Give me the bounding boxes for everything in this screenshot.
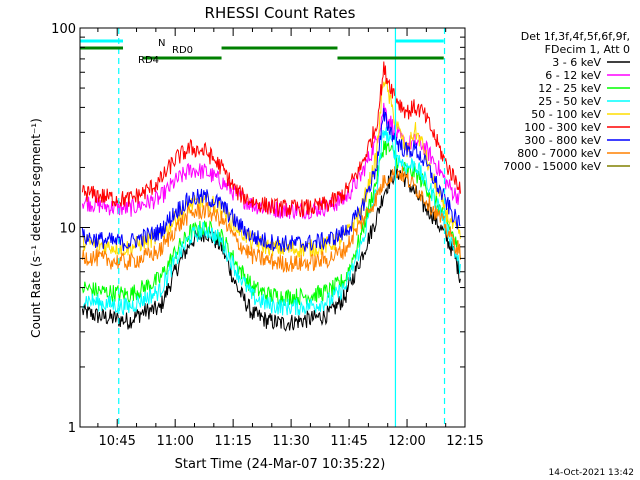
series-layer xyxy=(81,61,461,332)
x-tick-label: 12:00 xyxy=(388,434,425,449)
x-tick-label: 10:45 xyxy=(98,434,135,449)
y-tick-label: 100 xyxy=(51,22,76,37)
series-line xyxy=(81,108,461,253)
x-tick-label: 11:30 xyxy=(272,434,309,449)
legend-entry-label: 7000 - 15000 keV xyxy=(503,160,601,173)
legend-entry-label: 3 - 6 keV xyxy=(552,56,601,69)
plot-frame xyxy=(79,27,466,428)
legend-entry-label: 25 - 50 keV xyxy=(538,95,601,108)
overlay-layer: N RD0 RD4 xyxy=(80,28,446,427)
series-line xyxy=(81,166,461,274)
legend-header-line: Det 1f,3f,4f,5f,6f,9f, xyxy=(521,30,630,43)
legend-entry-label: 800 - 7000 keV xyxy=(517,147,601,160)
chart-title: RHESSI Count Rates xyxy=(205,4,356,22)
series-line xyxy=(81,140,461,306)
legend-entry-label: 100 - 300 keV xyxy=(524,121,601,134)
x-tick-label: 11:15 xyxy=(214,434,251,449)
legend-header-line: FDecim 1, Att 0 xyxy=(545,43,630,56)
axes: 10:45 11:00 11:15 11:30 11:45 12:00 12:15 1 10 10… xyxy=(51,22,484,449)
x-axis-label: Start Time (24-Mar-07 10:35:22) xyxy=(175,457,386,472)
status-bar-label: N xyxy=(158,38,165,49)
legend-entry-label: 6 - 12 keV xyxy=(545,69,601,82)
status-bar-label: RD0 xyxy=(172,45,193,56)
legend-entry-label: 300 - 800 keV xyxy=(524,134,601,147)
x-tick-label: 12:15 xyxy=(446,434,483,449)
x-tick-label: 11:00 xyxy=(156,434,193,449)
footer-date: 14-Oct-2021 13:42 xyxy=(549,468,634,478)
y-axis-label: Count Rate (s⁻¹ detector segment⁻¹) xyxy=(29,118,43,338)
x-tick-label: 11:45 xyxy=(330,434,367,449)
legend: Det 1f,3f,4f,5f,6f,9f,FDecim 1, Att 03 -… xyxy=(503,30,630,173)
series-line xyxy=(81,61,461,218)
y-tick-label: 10 xyxy=(59,222,76,237)
series-line xyxy=(82,127,461,316)
y-tick-label: 1 xyxy=(68,421,76,436)
status-bar-label: RD4 xyxy=(138,55,159,66)
legend-entry-label: 12 - 25 keV xyxy=(538,82,601,95)
legend-entry-label: 50 - 100 keV xyxy=(531,108,601,121)
